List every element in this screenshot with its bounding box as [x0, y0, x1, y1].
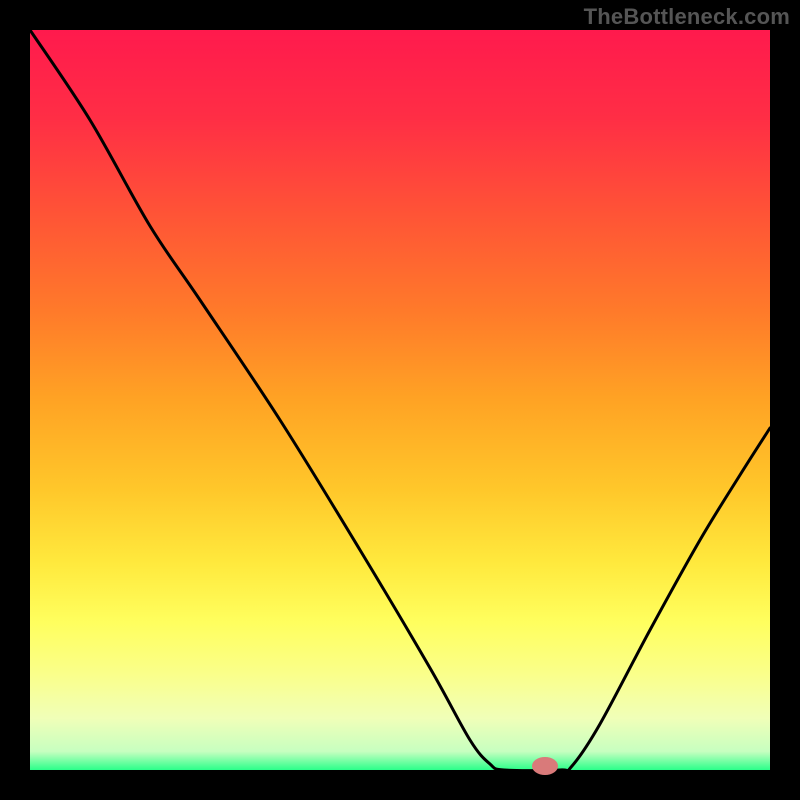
plot-area: [30, 30, 770, 770]
bottleneck-chart: [0, 0, 800, 800]
chart-container: TheBottleneck.com: [0, 0, 800, 800]
optimum-marker: [532, 757, 558, 775]
watermark-text: TheBottleneck.com: [584, 4, 790, 30]
